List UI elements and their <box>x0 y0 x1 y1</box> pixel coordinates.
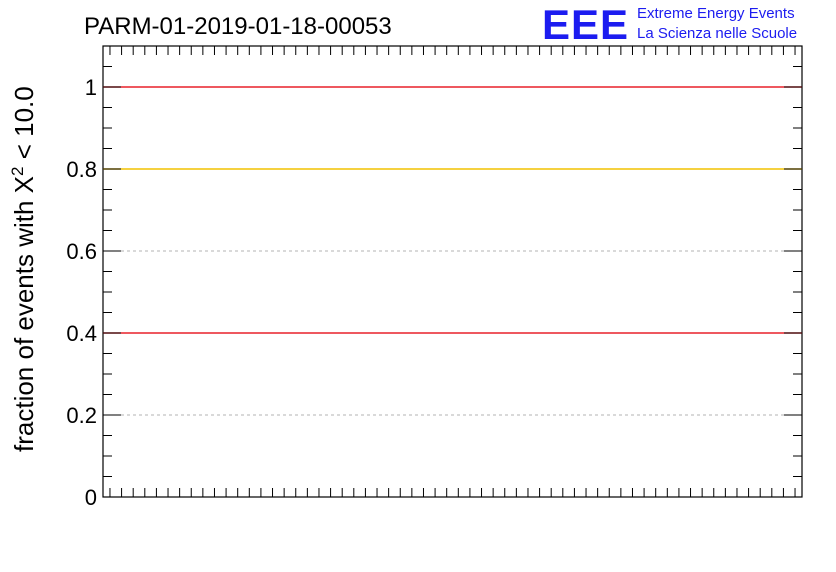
chart-title: PARM-01-2019-01-18-00053 <box>84 13 392 40</box>
y-tick-label: 0 <box>85 485 97 510</box>
y-axis-label: fraction of events with X2 < 10.0 <box>8 86 39 452</box>
y-axis-label-sup: 2 <box>8 167 27 176</box>
logo-mark: EEE <box>542 1 629 48</box>
y-tick-label: 0.2 <box>66 403 97 428</box>
y-axis-label-main: fraction of events with X <box>9 176 39 452</box>
eee-logo: EEE Extreme Energy Events La Scienza nel… <box>542 1 797 48</box>
y-tick-label: 0.6 <box>66 239 97 264</box>
y-axis-label-tail: < 10.0 <box>9 86 39 166</box>
logo-line2: La Scienza nelle Scuole <box>637 25 797 42</box>
y-tick-label: 0.4 <box>66 321 97 346</box>
logo-line1: Extreme Energy Events <box>637 5 795 22</box>
plot-frame <box>102 45 803 498</box>
plot-area: 00.20.40.60.8118/01/1916:10:0018/01/1916… <box>66 45 803 510</box>
y-tick-label: 0.8 <box>66 157 97 182</box>
y-tick-label: 1 <box>85 75 97 100</box>
